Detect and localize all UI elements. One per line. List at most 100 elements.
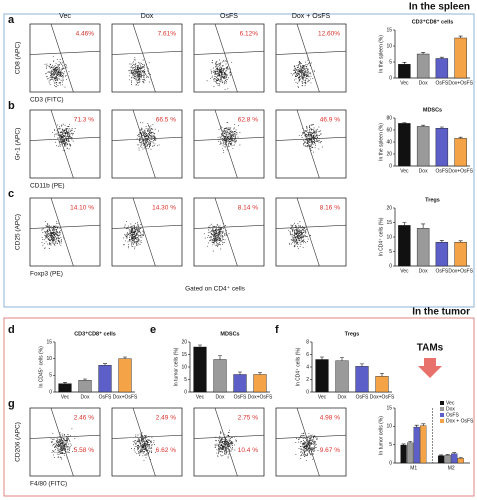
flow-dot	[58, 232, 60, 234]
flow-dot	[231, 140, 233, 142]
flow-dot	[295, 236, 297, 238]
flow-dot	[62, 84, 64, 86]
flow-dot	[59, 144, 61, 146]
flow-dot	[217, 235, 218, 237]
flow-dot	[128, 69, 130, 71]
flow-dot	[59, 67, 61, 68]
flow-dot	[144, 440, 146, 442]
legend-label: Dox + OsFS	[446, 418, 474, 424]
flow-dot	[298, 247, 299, 249]
flow-dot	[135, 71, 137, 72]
flow-dot	[61, 458, 63, 460]
flow-dot	[53, 80, 55, 82]
flow-dot	[304, 445, 306, 447]
flow-dot	[303, 241, 305, 242]
flow-dot	[231, 442, 233, 443]
flow-dot	[237, 125, 239, 127]
flow-dot	[144, 71, 146, 72]
flow-dot	[236, 134, 238, 136]
flow-dot	[57, 439, 59, 441]
flow-dot	[149, 139, 150, 141]
flow-dot	[303, 82, 305, 84]
flow-dot	[63, 439, 65, 441]
flow-dot	[141, 236, 143, 238]
flow-dot	[302, 70, 304, 72]
flow-dot	[54, 133, 56, 135]
flow-dot	[134, 233, 136, 235]
flow-dot	[308, 440, 310, 442]
flow-dot	[229, 72, 231, 74]
flow-dot	[136, 446, 138, 448]
flow-dot	[300, 70, 301, 72]
flow-dot	[140, 239, 142, 241]
flow-dot	[128, 247, 130, 249]
x-tick-label: Dox+OsFS	[448, 80, 473, 86]
flow-dot	[55, 76, 57, 77]
flow-dot	[131, 236, 133, 238]
flow-dot	[226, 66, 228, 67]
flow-dot	[212, 239, 214, 241]
flow-dot	[58, 442, 60, 443]
gate-line	[132, 109, 156, 179]
flow-dot	[143, 76, 145, 78]
flow-dot	[219, 66, 221, 68]
flow-dot	[314, 135, 316, 137]
flow-dot	[63, 438, 65, 440]
flow-dot	[144, 64, 145, 66]
flow-dot	[302, 440, 304, 441]
flow-dot	[60, 240, 62, 242]
flow-dot	[58, 69, 60, 71]
flow-dot	[310, 146, 312, 148]
flow-dot	[137, 447, 139, 449]
flow-dot	[148, 62, 150, 64]
flow-dot	[213, 241, 215, 243]
flow-dot	[302, 237, 304, 239]
flow-dot	[145, 134, 146, 135]
flow-dot	[61, 79, 63, 81]
flow-dot	[133, 444, 134, 446]
flow-dot	[310, 124, 312, 126]
flow-dot	[216, 73, 217, 75]
flow-dot	[307, 133, 309, 135]
flow-dot	[70, 132, 72, 134]
flow-dot	[216, 72, 218, 74]
flow-dot	[225, 70, 227, 72]
flow-dot	[132, 237, 133, 239]
flow-dot	[215, 236, 217, 238]
y-tick-label: 15	[386, 27, 392, 33]
flow-dot	[66, 142, 68, 144]
flow-dot	[137, 64, 139, 66]
flow-dot	[57, 134, 59, 136]
flow-dot	[220, 455, 222, 457]
flow-dot	[64, 440, 66, 442]
flow-dot	[315, 442, 316, 444]
gate-line	[193, 224, 265, 229]
flow-dot	[311, 435, 313, 437]
flow-dot	[52, 445, 54, 447]
flow-dot	[302, 452, 304, 454]
flow-dot	[138, 239, 139, 241]
flow-dot	[143, 63, 145, 65]
flow-dot	[221, 447, 223, 449]
flow-dot	[69, 143, 71, 145]
flow-dot	[297, 86, 299, 88]
flow-dot	[61, 124, 63, 126]
flow-dot	[310, 453, 312, 455]
flow-dot	[134, 72, 136, 74]
flow-dot	[301, 74, 303, 76]
y-tick-label: 8	[306, 339, 309, 345]
flow-dot	[214, 226, 216, 228]
flow-dot	[51, 235, 53, 237]
flow-dot	[226, 74, 228, 76]
flow-dot	[306, 448, 308, 450]
flow-dot	[48, 232, 50, 234]
flow-dot	[56, 444, 57, 446]
flow-dot	[59, 128, 61, 130]
flow-dot	[295, 78, 297, 80]
flow-dot	[309, 449, 311, 451]
flow-dot	[126, 237, 128, 239]
flow-dot	[147, 139, 149, 141]
flow-dot	[56, 242, 58, 244]
flow-dot	[154, 138, 156, 140]
flow-dot	[148, 442, 150, 443]
